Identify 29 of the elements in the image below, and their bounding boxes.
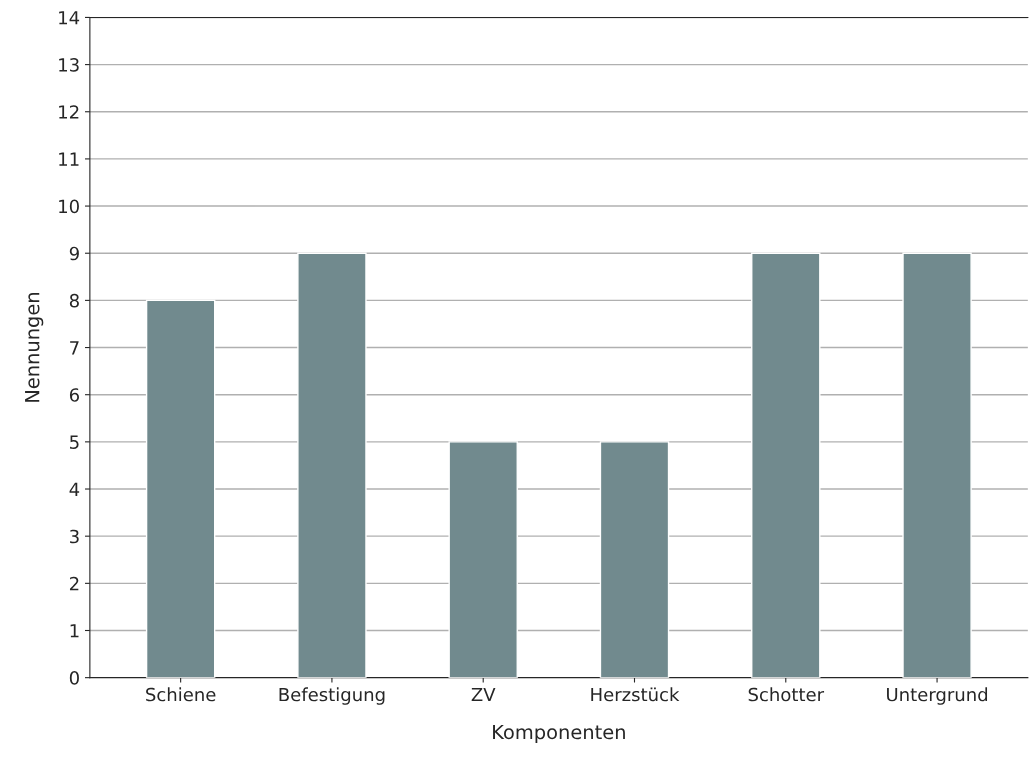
- x-axis-title: Komponenten: [493, 724, 625, 744]
- y-tick-label: 1: [70, 624, 79, 638]
- bar: [902, 252, 972, 678]
- bar: [297, 252, 367, 678]
- y-tick-label: 5: [70, 435, 79, 449]
- y-tick-label: 2: [69, 576, 79, 591]
- x-tick-label: Herzstück: [591, 687, 680, 702]
- y-axis-title: Nennungen: [25, 292, 44, 402]
- y-tick-label: 7: [70, 341, 79, 355]
- y-tick-label: 13: [59, 58, 79, 72]
- bar: [448, 441, 518, 678]
- x-tick-label: Untergrund: [887, 687, 988, 705]
- y-tick-label: 6: [69, 388, 80, 402]
- y-tick-label: 11: [59, 152, 79, 166]
- x-tick-label: Schotter: [748, 687, 825, 702]
- y-tick-label: 10: [59, 199, 79, 214]
- y-tick-label: 9: [69, 246, 79, 261]
- bar: [145, 299, 216, 678]
- x-tick-label: Schiene: [146, 687, 216, 702]
- y-tick-label: 4: [69, 482, 80, 496]
- y-tick-label: 8: [69, 293, 79, 308]
- x-tick-label: ZV: [471, 687, 496, 702]
- y-tick-label: 3: [70, 529, 79, 544]
- y-tick-label: 12: [59, 105, 79, 119]
- bar: [751, 252, 821, 678]
- bar: [599, 441, 670, 678]
- x-tick-label: Befestigung: [279, 687, 385, 705]
- y-tick-label: 14: [59, 11, 80, 25]
- y-tick-label: 0: [69, 671, 79, 685]
